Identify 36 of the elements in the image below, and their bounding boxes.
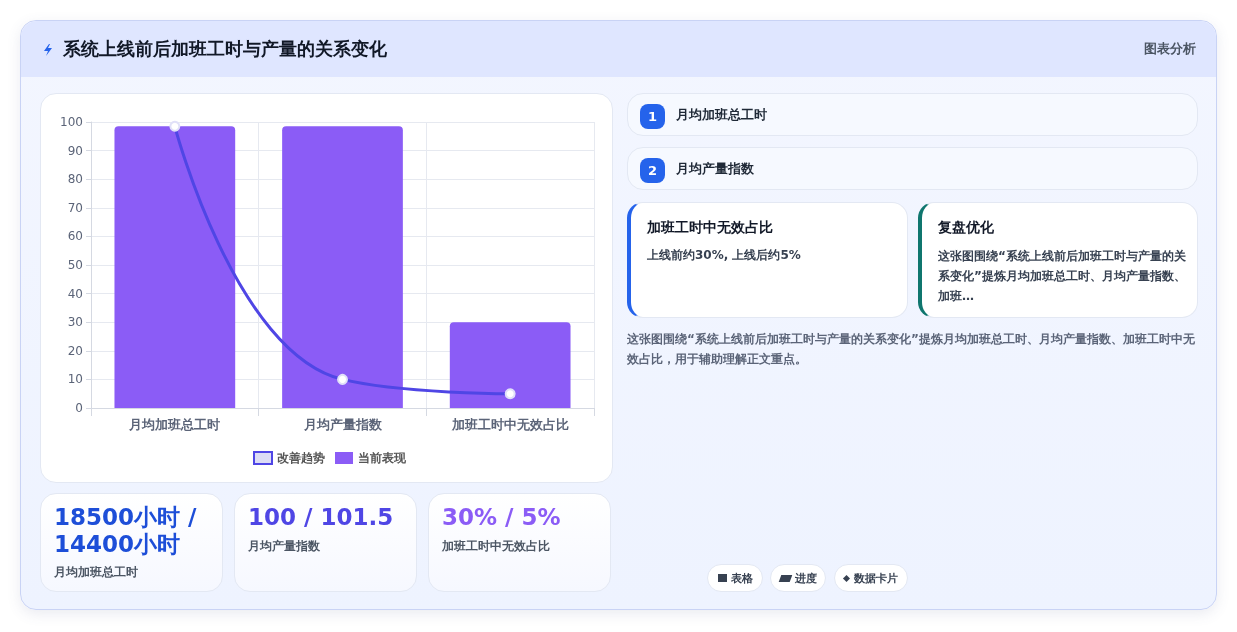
y-tick-label: 60 (67, 229, 83, 244)
x-tick-label: 加班工时中无效占比 (450, 417, 569, 432)
text: 进度 (794, 570, 817, 586)
text: 上线前约30%, 上线后约5% (647, 247, 802, 264)
chart-title: 系统上线前后加班工时与产量的关系变化 (63, 37, 388, 61)
text: 图表分析 (1143, 40, 1196, 58)
y-tick-label: 20 (67, 343, 83, 358)
y-tick-label: 30 (67, 315, 83, 330)
y-tick-label: 80 (67, 172, 83, 187)
text: 月均产量指数 (248, 538, 321, 555)
text: 表格 (730, 570, 753, 586)
text: 复盘优化 (938, 219, 995, 237)
y-tick-label: 10 (67, 372, 83, 387)
text: 加班工时中无效占比 (442, 538, 551, 555)
y-tick-label: 100 (60, 115, 83, 129)
y-tick-label: 0 (75, 401, 83, 415)
text: 2 (640, 158, 665, 183)
text: 30% / 5% (442, 504, 561, 530)
y-tick-label: 70 (67, 200, 83, 215)
text: 1 (640, 104, 665, 129)
text: 18500小时 / 14400小时 (54, 504, 198, 559)
y-tick-label: 50 (67, 258, 83, 272)
x-tick-label: 月均加班总工时 (128, 417, 221, 432)
text: 月均产量指数 (676, 160, 755, 178)
text: 这张图围绕“系统上线前后加班工时与产量的关系变化”提炼月均加班总工时、月均产量指数、加班… (938, 248, 1187, 305)
text: 100 / 101.5 (248, 504, 394, 530)
text: 这张图围绕“系统上线前后加班工时与产量的关系变化”提炼月均加班总工时、月均产量指数、加班工时中无效占比，用于辅助理解正文重点。 (627, 331, 1196, 368)
y-tick-label: 40 (67, 286, 83, 301)
x-tick-label: 月均产量指数 (302, 417, 383, 432)
text: 加班工时中无效占比 (647, 219, 774, 237)
legend-label: 当前表现 (358, 451, 407, 465)
y-tick-label: 90 (67, 143, 83, 158)
text: 月均加班总工时 (54, 564, 139, 581)
text: 月均加班总工时 (676, 106, 768, 124)
legend-label: 改善趋势 (277, 451, 325, 465)
text: 数据卡片 (854, 570, 898, 586)
